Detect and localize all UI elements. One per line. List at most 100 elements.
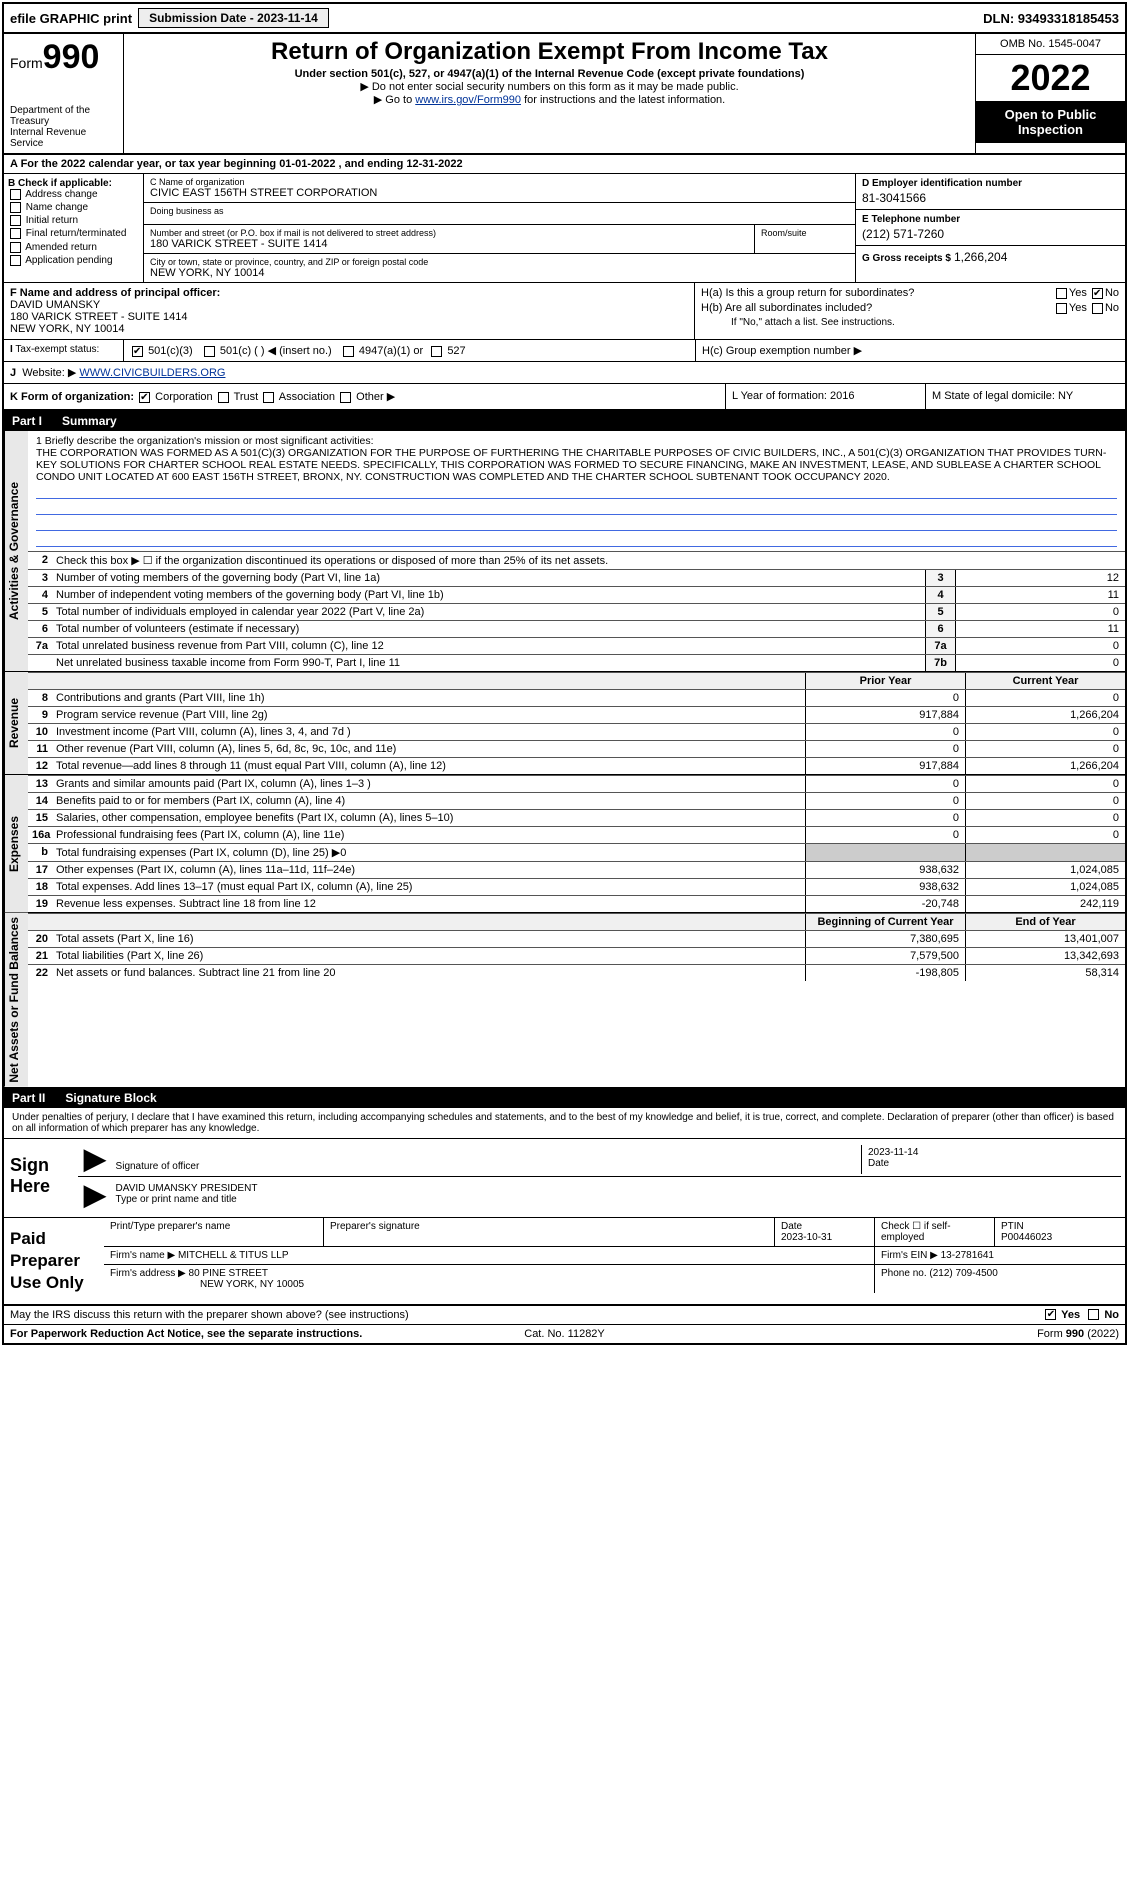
fin-row: 17Other expenses (Part IX, column (A), l…: [28, 861, 1125, 878]
f-label: F Name and address of principal officer:: [10, 287, 688, 299]
preparer-sig-hdr: Preparer's signature: [324, 1218, 775, 1246]
section-d-e-g: D Employer identification number 81-3041…: [855, 174, 1125, 282]
k-label: K Form of organization:: [10, 391, 134, 403]
fin-row: 13Grants and similar amounts paid (Part …: [28, 775, 1125, 792]
discuss-text: May the IRS discuss this return with the…: [10, 1309, 1043, 1321]
governance-table: 2Check this box ▶ ☐ if the organization …: [28, 551, 1125, 671]
fin-row: 20Total assets (Part X, line 16)7,380,69…: [28, 930, 1125, 947]
submission-date-button[interactable]: Submission Date - 2023-11-14: [138, 8, 329, 28]
mission-block: 1 Briefly describe the organization's mi…: [28, 431, 1125, 551]
chk-amended-return[interactable]: Amended return: [8, 242, 139, 253]
sign-here-label: Sign Here: [4, 1139, 74, 1217]
net-header-row: Beginning of Current Year End of Year: [28, 913, 1125, 930]
chk-name-change[interactable]: Name change: [8, 202, 139, 213]
signer-name-label: Type or print name and title: [116, 1194, 1117, 1205]
fin-row: 19Revenue less expenses. Subtract line 1…: [28, 895, 1125, 912]
gov-row: 4Number of independent voting members of…: [28, 586, 1125, 603]
expenses-table: 13Grants and similar amounts paid (Part …: [28, 775, 1125, 912]
period-text: A For the 2022 calendar year, or tax yea…: [10, 158, 463, 170]
phone-value: (212) 571-7260: [862, 225, 1119, 241]
chk-application-pending[interactable]: Application pending: [8, 255, 139, 266]
prep-date-hdr: Date: [781, 1221, 868, 1232]
form-warning-1: ▶ Do not enter social security numbers o…: [132, 80, 967, 93]
gross-receipts: 1,266,204: [954, 248, 1007, 264]
c-dba-label: Doing business as: [150, 206, 849, 216]
fin-row: 16aProfessional fundraising fees (Part I…: [28, 826, 1125, 843]
hb-yes-checkbox[interactable]: [1056, 303, 1067, 314]
side-exp-label: Expenses: [4, 775, 28, 912]
irs-link[interactable]: www.irs.gov/Form990: [415, 94, 521, 106]
mission-text: THE CORPORATION WAS FORMED AS A 501(C)(3…: [36, 447, 1117, 483]
chk-association[interactable]: [263, 392, 274, 403]
date-label: Date: [868, 1158, 1115, 1169]
dept-irs: Internal Revenue Service: [10, 127, 117, 149]
chk-527[interactable]: [431, 346, 442, 357]
officer-name: DAVID UMANSKY: [10, 299, 688, 311]
paid-preparer-label: Paid Preparer Use Only: [4, 1218, 104, 1304]
chk-final-return[interactable]: Final return/terminated: [8, 228, 139, 239]
fin-header-row: Prior Year Current Year: [28, 672, 1125, 689]
net-assets-table: Beginning of Current Year End of Year 20…: [28, 913, 1125, 1087]
tax-year: 2022: [976, 55, 1125, 101]
chk-corporation[interactable]: [139, 392, 150, 403]
cat-number: Cat. No. 11282Y: [380, 1328, 750, 1340]
self-employed-check: Check ☐ if self-employed: [875, 1218, 995, 1246]
section-c: C Name of organization CIVIC EAST 156TH …: [144, 174, 855, 282]
warn2-post: for instructions and the latest informat…: [521, 94, 725, 106]
rule-line: [36, 533, 1117, 547]
c-addr-label: Number and street (or P.O. box if mail i…: [150, 228, 748, 238]
h-b-note: If "No," attach a list. See instructions…: [701, 317, 1119, 328]
section-j: J Website: ▶ WWW.CIVICBUILDERS.ORG: [4, 362, 1125, 384]
chk-501c3[interactable]: [132, 346, 143, 357]
org-city: NEW YORK, NY 10014: [150, 267, 849, 279]
current-year-hdr: Current Year: [965, 673, 1125, 689]
chk-trust[interactable]: [218, 392, 229, 403]
form-990-document: efile GRAPHIC print Submission Date - 20…: [2, 2, 1127, 1345]
discuss-no-checkbox[interactable]: [1088, 1309, 1099, 1320]
footer-row: For Paperwork Reduction Act Notice, see …: [4, 1325, 1125, 1343]
ha-yes-checkbox[interactable]: [1056, 288, 1067, 299]
open-public-badge: Open to Public Inspection: [976, 101, 1125, 143]
gov-row: 3Number of voting members of the governi…: [28, 569, 1125, 586]
discuss-yes-checkbox[interactable]: [1045, 1309, 1056, 1320]
form-title: Return of Organization Exempt From Incom…: [132, 38, 967, 66]
h-a: H(a) Is this a group return for subordin…: [701, 287, 1119, 299]
firm-ein-label: Firm's EIN ▶: [881, 1250, 938, 1261]
no-label: No: [1104, 1309, 1119, 1321]
ha-no-checkbox[interactable]: [1092, 288, 1103, 299]
gov-row: 5Total number of individuals employed in…: [28, 603, 1125, 620]
chk-501c[interactable]: [204, 346, 215, 357]
hb-no-checkbox[interactable]: [1092, 303, 1103, 314]
section-k-l-m: K Form of organization: Corporation Trus…: [4, 384, 1125, 411]
gov-row: Net unrelated business taxable income fr…: [28, 654, 1125, 671]
j-label: Website: ▶: [22, 367, 76, 379]
form-number-block: Form990 Department of the Treasury Inter…: [4, 34, 124, 153]
yes-label: Yes: [1061, 1309, 1080, 1321]
ptin-hdr: PTIN: [1001, 1221, 1119, 1232]
chk-other[interactable]: [340, 392, 351, 403]
side-gov-label: Activities & Governance: [4, 431, 28, 671]
chk-address-change[interactable]: Address change: [8, 189, 139, 200]
e-label: E Telephone number: [862, 214, 1119, 225]
rule-line: [36, 517, 1117, 531]
gov-row: 2Check this box ▶ ☐ if the organization …: [28, 551, 1125, 569]
firm-phone: (212) 709-4500: [929, 1268, 997, 1279]
chk-initial-return[interactable]: Initial return: [8, 215, 139, 226]
officer-addr: 180 VARICK STREET - SUITE 1414: [10, 311, 688, 323]
arrow-icon: ▶: [78, 1145, 112, 1174]
form-subtitle: Under section 501(c), 527, or 4947(a)(1)…: [132, 68, 967, 80]
rule-line: [36, 485, 1117, 499]
website-link[interactable]: WWW.CIVICBUILDERS.ORG: [79, 367, 225, 379]
warn2-pre: ▶ Go to: [374, 94, 415, 106]
fin-row: 8Contributions and grants (Part VIII, li…: [28, 689, 1125, 706]
section-i: I Tax-exempt status: 501(c)(3) 501(c) ( …: [4, 340, 1125, 362]
gov-row: 6Total number of volunteers (estimate if…: [28, 620, 1125, 637]
perjury-declaration: Under penalties of perjury, I declare th…: [4, 1108, 1125, 1139]
section-b: B Check if applicable: Address change Na…: [4, 174, 144, 282]
prior-year-hdr: Prior Year: [805, 673, 965, 689]
chk-4947[interactable]: [343, 346, 354, 357]
gov-row: 7aTotal unrelated business revenue from …: [28, 637, 1125, 654]
tax-year-line: A For the 2022 calendar year, or tax yea…: [4, 155, 1125, 174]
sign-date: 2023-11-14: [868, 1147, 1115, 1158]
omb-number: OMB No. 1545-0047: [976, 34, 1125, 55]
